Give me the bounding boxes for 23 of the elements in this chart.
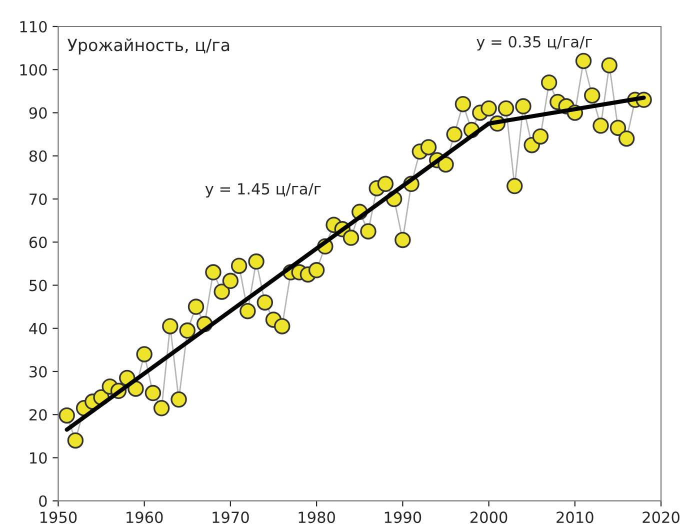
y-tick-label: 40 bbox=[29, 322, 47, 334]
x-tick-label: 1950 bbox=[40, 512, 77, 524]
x-tick-label: 1990 bbox=[384, 512, 422, 524]
y-tick-label: 90 bbox=[29, 107, 47, 119]
y-axis-title: Урожайность, ц/га bbox=[68, 38, 230, 54]
x-tick-label: 1980 bbox=[298, 512, 335, 524]
annotation: y = 1.45 ц/га/г bbox=[205, 183, 321, 198]
y-tick-label: 0 bbox=[39, 495, 47, 507]
y-tick-label: 60 bbox=[29, 236, 47, 248]
y-tick-label: 80 bbox=[29, 150, 47, 162]
y-tick-label: 30 bbox=[30, 366, 47, 378]
x-tick-label: 2000 bbox=[470, 512, 508, 524]
x-tick-label: 2020 bbox=[642, 512, 680, 524]
x-tick-label: 1970 bbox=[212, 512, 249, 524]
y-tick-label: 20 bbox=[29, 409, 47, 421]
x-tick-label: 1960 bbox=[126, 512, 163, 524]
y-tick-label: 70 bbox=[30, 193, 47, 206]
y-tick-label: 50 bbox=[30, 280, 47, 292]
y-tick-label: 110 bbox=[20, 20, 47, 33]
annotation: y = 0.35 ц/га/г bbox=[476, 36, 592, 50]
x-tick-label: 2010 bbox=[556, 512, 594, 524]
y-tick-label: 100 bbox=[20, 64, 47, 76]
y-tick-label: 10 bbox=[30, 452, 47, 464]
